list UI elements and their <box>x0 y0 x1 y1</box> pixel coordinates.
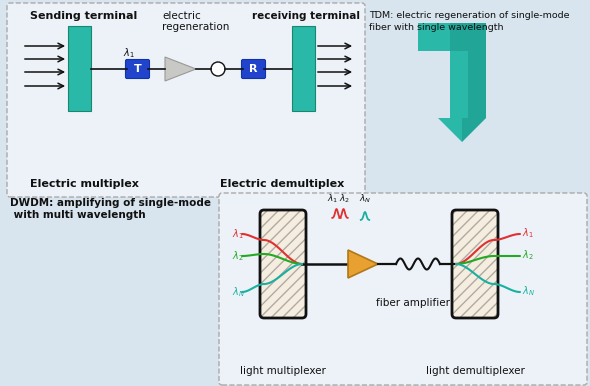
FancyBboxPatch shape <box>126 59 149 78</box>
Text: Electric demultiplex: Electric demultiplex <box>220 179 344 189</box>
Circle shape <box>211 62 225 76</box>
Text: $\lambda_2$: $\lambda_2$ <box>339 193 350 205</box>
Text: fiber amplifier: fiber amplifier <box>376 298 450 308</box>
Text: $\lambda_1$: $\lambda_1$ <box>123 46 135 60</box>
Text: with multi wavelength: with multi wavelength <box>10 210 146 220</box>
Polygon shape <box>462 118 486 142</box>
Text: light multiplexer: light multiplexer <box>240 366 326 376</box>
Text: $\lambda_N$: $\lambda_N$ <box>232 285 245 299</box>
Text: $\lambda_2$: $\lambda_2$ <box>522 248 534 262</box>
Bar <box>450 51 486 118</box>
FancyBboxPatch shape <box>452 210 498 318</box>
Text: R: R <box>249 64 258 74</box>
Polygon shape <box>348 250 378 278</box>
Text: Electric multiplex: Electric multiplex <box>30 179 139 189</box>
Bar <box>468 51 486 118</box>
Polygon shape <box>438 118 486 142</box>
Circle shape <box>17 18 93 94</box>
Bar <box>292 26 315 111</box>
Text: $\lambda_1$: $\lambda_1$ <box>522 226 534 240</box>
FancyBboxPatch shape <box>260 210 306 318</box>
Text: $\lambda_1$: $\lambda_1$ <box>327 193 339 205</box>
Text: DWDM: amplifying of single-mode: DWDM: amplifying of single-mode <box>10 198 211 208</box>
Text: electric: electric <box>162 11 201 21</box>
FancyBboxPatch shape <box>241 59 266 78</box>
Text: receiving terminal: receiving terminal <box>252 11 360 21</box>
Bar <box>418 23 486 51</box>
Bar <box>68 26 91 111</box>
Bar <box>450 23 486 51</box>
Polygon shape <box>165 57 196 81</box>
Text: $\lambda_1$: $\lambda_1$ <box>232 227 244 241</box>
Text: $\lambda_N$: $\lambda_N$ <box>522 284 535 298</box>
Text: TDM: electric regeneration of single-mode: TDM: electric regeneration of single-mod… <box>369 11 569 20</box>
Text: $\lambda_N$: $\lambda_N$ <box>359 193 371 205</box>
FancyBboxPatch shape <box>7 3 365 197</box>
Text: Sending terminal: Sending terminal <box>30 11 137 21</box>
FancyBboxPatch shape <box>219 193 587 385</box>
Text: $\lambda_2$: $\lambda_2$ <box>232 249 244 263</box>
Text: light demultiplexer: light demultiplexer <box>425 366 525 376</box>
Text: regeneration: regeneration <box>162 22 230 32</box>
Text: fiber with single wavelength: fiber with single wavelength <box>369 23 503 32</box>
Text: T: T <box>133 64 142 74</box>
